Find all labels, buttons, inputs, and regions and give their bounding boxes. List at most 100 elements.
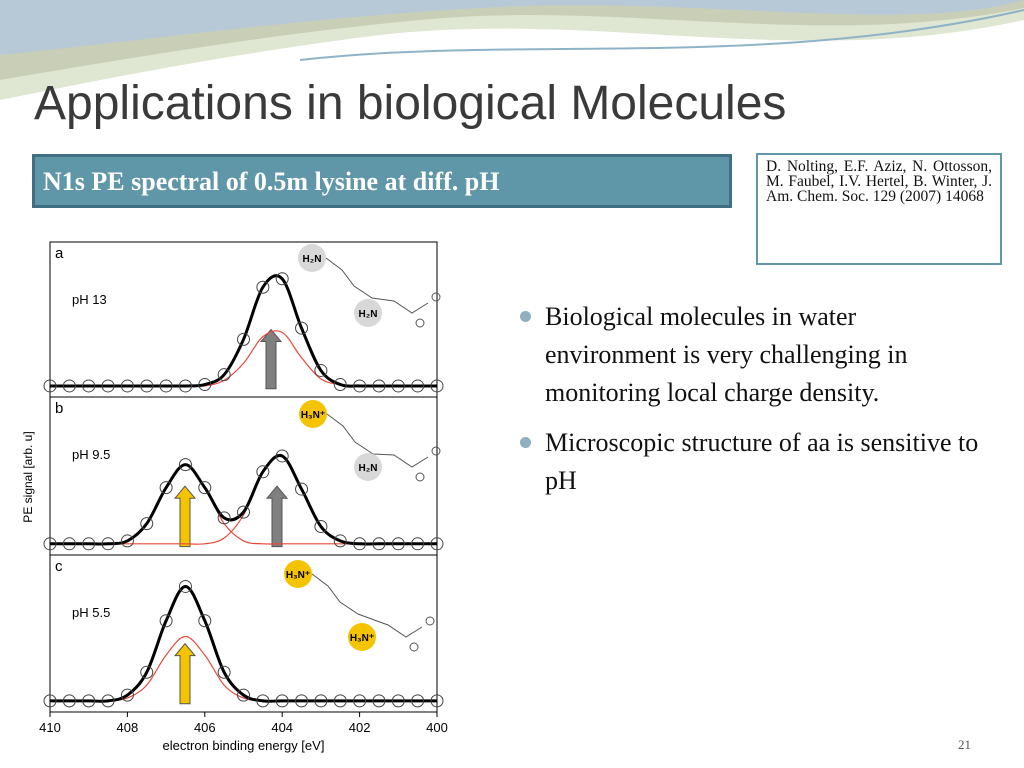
x-tick-label: 406: [194, 720, 216, 735]
bullet-list: Biological molecules in water environmen…: [518, 298, 988, 512]
data-point: [391, 537, 405, 551]
data-point: [62, 379, 76, 393]
panel-label: c: [55, 558, 63, 575]
fit-curve: [50, 274, 437, 388]
molecule-label: H₂N: [303, 254, 322, 265]
molecule-badge: [299, 400, 327, 428]
data-point: [62, 694, 76, 708]
data-point: [237, 332, 250, 346]
oxygen: [409, 642, 419, 652]
data-point: [353, 379, 367, 393]
x-tick-label: 402: [349, 720, 371, 735]
data-point: [43, 537, 57, 551]
data-point: [314, 520, 328, 534]
data-point: [411, 694, 425, 708]
data-point: [120, 688, 134, 702]
data-point: [372, 537, 386, 551]
figure: a pH 13 H₂N H₂N b pH 9.5 H₃N⁺ H₂N c pH 5.5 H₃N⁺ H₃N…: [21, 241, 448, 753]
data-point: [43, 694, 57, 708]
data-point: [391, 379, 405, 393]
arrow: [173, 485, 197, 548]
data-point: [295, 694, 309, 708]
x-axis-label: electron binding energy [eV]: [163, 738, 325, 753]
data-point: [159, 614, 173, 628]
data-point: [178, 379, 192, 393]
data-point: [62, 537, 76, 551]
data-point: [430, 379, 444, 393]
data-point: [391, 694, 405, 708]
data-point: [101, 537, 115, 551]
molecule-label: H₂N: [359, 309, 378, 320]
data-point: [256, 694, 270, 708]
bullet: Biological molecules in water environmen…: [518, 298, 988, 412]
data-point: [353, 694, 367, 708]
molecule-badge: [348, 623, 376, 651]
x-tick-label: 408: [117, 720, 139, 735]
citation: D. Nolting, E.F. Aziz, N. Ottosson, M. F…: [756, 153, 1002, 265]
data-point: [314, 363, 328, 377]
data-point: [140, 379, 154, 393]
fit-curve: [50, 584, 437, 703]
data-point: [198, 378, 212, 392]
data-point: [314, 694, 328, 708]
molecule-skeleton: [325, 257, 429, 314]
data-point: [275, 449, 289, 463]
data-point: [217, 665, 231, 679]
x-tick-label: 400: [426, 720, 448, 735]
molecule-badge: [354, 299, 382, 327]
data-point: [159, 379, 173, 393]
data-point: [217, 511, 231, 525]
component-curve: [50, 635, 437, 702]
data-point: [120, 379, 134, 393]
data-point: [237, 505, 250, 519]
data-point: [140, 517, 154, 531]
data-point: [430, 694, 444, 708]
arrow: [265, 485, 289, 548]
panel-label: b: [55, 400, 63, 417]
data-point: [256, 280, 270, 294]
arrow: [173, 642, 197, 705]
panel-annotation: pH 13: [72, 292, 107, 307]
data-point: [198, 481, 212, 495]
data-point: [295, 482, 309, 496]
data-point: [178, 579, 192, 593]
data-point: [333, 378, 347, 392]
oxygen: [415, 472, 425, 482]
x-tick-label: 404: [271, 720, 293, 735]
data-point: [256, 465, 270, 479]
oxygen: [415, 318, 425, 328]
data-point: [333, 694, 347, 708]
data-point: [275, 272, 289, 286]
data-point: [159, 481, 173, 495]
data-point: [295, 321, 309, 335]
molecule-label: H₃N⁺: [286, 570, 310, 581]
oxygen: [425, 616, 435, 626]
x-tick-label: 410: [39, 720, 61, 735]
molecule-label: H₃N⁺: [301, 410, 325, 421]
data-point: [333, 534, 347, 548]
data-point: [275, 694, 289, 708]
data-point: [140, 665, 154, 679]
data-point: [430, 537, 444, 551]
data-point: [411, 379, 425, 393]
data-point: [217, 368, 231, 382]
molecule-badge: [354, 453, 382, 481]
data-point: [43, 379, 57, 393]
data-point: [353, 537, 367, 551]
panel-label: a: [55, 245, 64, 262]
y-axis-label: PE signal [arb. u]: [21, 431, 35, 522]
oxygen: [431, 446, 441, 456]
molecule-badge: [284, 560, 312, 588]
data-point: [198, 614, 212, 628]
page-number: 21: [958, 737, 971, 752]
data-point: [411, 537, 425, 551]
molecule-skeleton: [311, 573, 423, 638]
data-point: [120, 534, 134, 548]
data-point: [101, 694, 115, 708]
data-point: [237, 688, 250, 702]
component-curve: [50, 463, 437, 545]
subtitle-box: N1s PE spectral of 0.5m lysine at diff. …: [32, 154, 732, 208]
panel-frame: [49, 396, 438, 556]
panel-annotation: pH 9.5: [72, 447, 110, 462]
